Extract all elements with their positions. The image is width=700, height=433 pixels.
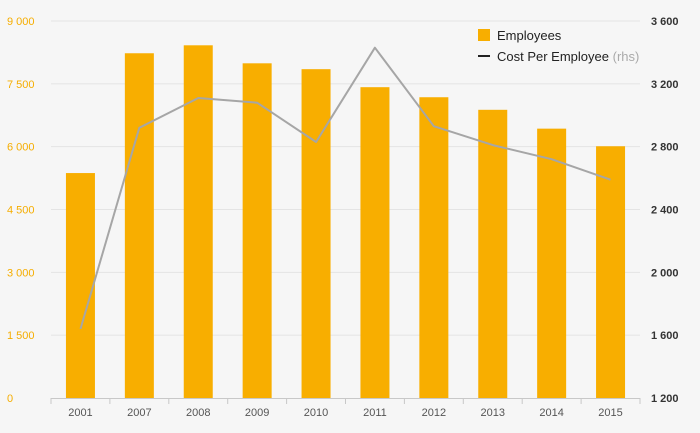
axes: 0 1 500 3 000 4 500 6 000 7 500 9 000 1 200 1 60… bbox=[7, 16, 679, 419]
bar-employees bbox=[242, 63, 272, 399]
y-left-tick-label: 7 500 bbox=[7, 79, 35, 91]
y-right-tick-label: 3 200 bbox=[651, 79, 679, 91]
y-right-tick-label: 1 600 bbox=[651, 330, 679, 342]
y-right-tick-label: 1 200 bbox=[651, 393, 679, 405]
y-left-tick-label: 3 000 bbox=[7, 267, 35, 279]
line-cost-per-employee bbox=[79, 46, 611, 330]
bar-employees bbox=[301, 69, 331, 398]
legend-label-employees: Employees bbox=[497, 28, 562, 43]
x-tick-label: 2011 bbox=[363, 407, 387, 419]
x-tick-label: 2014 bbox=[539, 407, 563, 419]
legend-label-suffix: (rhs) bbox=[613, 49, 640, 64]
x-tick-label: 2001 bbox=[68, 407, 92, 419]
y-left-tick-label: 4 500 bbox=[7, 205, 35, 217]
bar-employees bbox=[183, 45, 213, 398]
x-tick-label: 2013 bbox=[481, 407, 505, 419]
bar-employees bbox=[360, 87, 390, 398]
bar-employees bbox=[537, 128, 567, 398]
y-left-tick-label: 9 000 bbox=[7, 16, 35, 28]
x-tick-label: 2008 bbox=[186, 407, 210, 419]
bar-employees bbox=[596, 146, 626, 398]
x-tick-label: 2010 bbox=[304, 407, 328, 419]
bar-employees bbox=[478, 109, 508, 398]
x-tick-label: 2009 bbox=[245, 407, 269, 419]
y-left-tick-label: 1 500 bbox=[7, 330, 35, 342]
x-tick-label: 2007 bbox=[127, 407, 151, 419]
y-right-tick-label: 2 000 bbox=[651, 267, 679, 279]
legend-label-cost-per-employee: Cost Per Employee (rhs) bbox=[497, 49, 639, 64]
y-left-tick-label: 6 000 bbox=[7, 142, 35, 154]
y-left-tick-label: 0 bbox=[7, 393, 13, 405]
legend-label-text: Cost Per Employee bbox=[497, 49, 613, 64]
x-tick-label: 2015 bbox=[598, 407, 622, 419]
y-right-tick-label: 2 800 bbox=[651, 142, 679, 154]
bar-employees bbox=[65, 173, 95, 398]
bar-employees bbox=[124, 53, 154, 398]
y-right-tick-label: 2 400 bbox=[651, 205, 679, 217]
bar-employees bbox=[419, 97, 449, 398]
line-series-cost-per-employee bbox=[79, 46, 611, 330]
y-right-tick-label: 3 600 bbox=[651, 16, 679, 28]
legend: Employees Cost Per Employee (rhs) bbox=[478, 28, 639, 64]
legend-marker-employees bbox=[478, 29, 490, 41]
x-tick-label: 2012 bbox=[422, 407, 446, 419]
bar-series-employees bbox=[65, 45, 626, 399]
